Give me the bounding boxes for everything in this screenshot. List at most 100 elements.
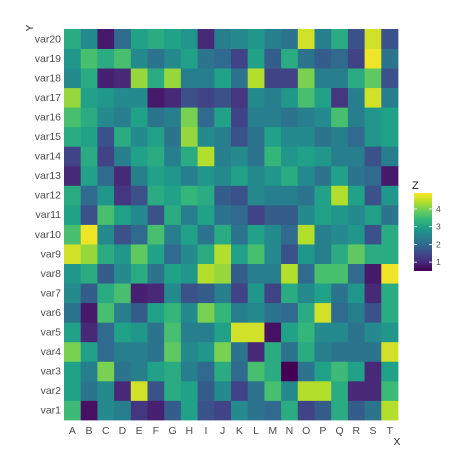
- heatmap-cell-M-var16: [264, 107, 282, 128]
- heatmap-cell-H-var6: [180, 302, 198, 323]
- heatmap-cell-L-var9: [247, 244, 265, 264]
- heatmap-cell-B-var10: [80, 224, 98, 245]
- heatmap-cell-E-var15: [130, 126, 148, 147]
- heatmap-cell-D-var15: [114, 126, 132, 147]
- heatmap-cell-F-var17: [147, 87, 165, 108]
- heatmap-cell-N-var14: [281, 146, 299, 167]
- heatmap-cell-F-var20: [147, 29, 165, 49]
- heatmap-cell-D-var3: [114, 361, 132, 382]
- y-tick-label-var9: var9: [41, 248, 62, 260]
- heatmap-cell-E-var14: [130, 146, 148, 167]
- heatmap-cell-E-var1: [130, 400, 148, 421]
- heatmap-cell-Q-var10: [331, 224, 349, 245]
- heatmap-cell-R-var2: [347, 380, 365, 401]
- heatmap-cell-T-var19: [381, 48, 399, 69]
- heatmap-cell-E-var9: [130, 244, 148, 264]
- heatmap-cell-G-var2: [164, 380, 182, 401]
- heatmap-cell-J-var9: [214, 244, 232, 264]
- heatmap-cell-G-var20: [164, 29, 182, 49]
- x-tick-label-N: N: [286, 425, 294, 437]
- heatmap-cell-S-var3: [364, 361, 382, 382]
- heatmap-cell-N-var18: [281, 68, 299, 89]
- heatmap-cell-C-var16: [97, 107, 115, 128]
- heatmap-cell-O-var7: [297, 283, 315, 304]
- heatmap-cell-M-var10: [264, 224, 282, 245]
- heatmap-cell-B-var12: [80, 185, 98, 206]
- heatmap-cell-S-var18: [364, 68, 382, 89]
- heatmap-cell-C-var9: [97, 244, 115, 264]
- legend-tick-label-2: 2: [436, 239, 441, 249]
- heatmap-cell-R-var20: [347, 29, 365, 49]
- heatmap-cell-K-var11: [231, 204, 249, 225]
- heatmap-cell-D-var10: [114, 224, 132, 245]
- x-tick-label-S: S: [369, 425, 376, 437]
- heatmap-cell-K-var13: [231, 165, 249, 186]
- heatmap-cell-M-var8: [264, 263, 282, 284]
- heatmap-cell-N-var11: [281, 204, 299, 225]
- heatmap-cell-T-var14: [381, 146, 399, 167]
- y-tick-label-var8: var8: [41, 268, 62, 280]
- heatmap-cell-O-var4: [297, 341, 315, 362]
- heatmap-cell-I-var19: [197, 48, 215, 69]
- x-tick-label-E: E: [136, 425, 143, 437]
- heatmap-cell-S-var5: [364, 322, 382, 343]
- heatmap-cell-B-var17: [80, 87, 98, 108]
- heatmap-cell-F-var2: [147, 380, 165, 401]
- y-tick-label-var4: var4: [41, 346, 62, 358]
- heatmap-cell-R-var3: [347, 361, 365, 382]
- heatmap-cell-O-var14: [297, 146, 315, 167]
- heatmap-cell-Q-var11: [331, 204, 349, 225]
- heatmap-cell-N-var7: [281, 283, 299, 304]
- heatmap-cell-G-var6: [164, 302, 182, 323]
- heatmap-cell-F-var18: [147, 68, 165, 89]
- heatmap-cell-D-var2: [114, 380, 132, 401]
- x-tick-label-G: G: [168, 425, 176, 437]
- heatmap-cell-B-var14: [80, 146, 98, 167]
- heatmap-cell-H-var9: [180, 244, 198, 264]
- heatmap-cell-J-var11: [214, 204, 232, 225]
- heatmap-cell-S-var6: [364, 302, 382, 323]
- heatmap-cell-H-var14: [180, 146, 198, 167]
- heatmap-cell-K-var18: [231, 68, 249, 89]
- x-tick-label-L: L: [253, 425, 259, 437]
- heatmap-cell-R-var10: [347, 224, 365, 245]
- heatmap-cell-Q-var8: [331, 263, 349, 284]
- heatmap-cell-H-var20: [180, 29, 198, 49]
- heatmap-cell-M-var18: [264, 68, 282, 89]
- y-tick-label-var3: var3: [41, 366, 62, 378]
- heatmap-cell-H-var12: [180, 185, 198, 206]
- heatmap-cell-T-var1: [381, 400, 399, 421]
- heatmap-cell-D-var4: [114, 341, 132, 362]
- heatmap-cell-D-var9: [114, 244, 132, 264]
- heatmap-cell-R-var6: [347, 302, 365, 323]
- y-tick-label-var15: var15: [35, 131, 61, 143]
- heatmap-cell-P-var17: [314, 87, 332, 108]
- heatmap-cell-F-var19: [147, 48, 165, 69]
- heatmap-cell-G-var19: [164, 48, 182, 69]
- heatmap-cell-Q-var17: [331, 87, 349, 108]
- heatmap-cell-D-var13: [114, 165, 132, 186]
- heatmap-cell-K-var4: [231, 341, 249, 362]
- heatmap-cell-I-var14: [197, 146, 215, 167]
- heatmap-cell-R-var15: [347, 126, 365, 147]
- heatmap-cell-M-var5: [264, 322, 282, 343]
- heatmap-cell-Q-var18: [331, 68, 349, 89]
- heatmap-cell-N-var1: [281, 400, 299, 421]
- heatmap-cell-B-var4: [80, 341, 98, 362]
- heatmap-cell-D-var12: [114, 185, 132, 206]
- heatmap-cell-S-var17: [364, 87, 382, 108]
- heatmap-cell-T-var5: [381, 322, 399, 343]
- heatmap-cell-E-var2: [130, 380, 148, 401]
- x-tick-label-H: H: [185, 425, 193, 437]
- heatmap-cell-E-var8: [130, 263, 148, 284]
- heatmap-cell-L-var11: [247, 204, 265, 225]
- heatmap-cell-Q-var4: [331, 341, 349, 362]
- heatmap-cell-R-var19: [347, 48, 365, 69]
- heatmap-cell-R-var5: [347, 322, 365, 343]
- heatmap-cell-C-var1: [97, 400, 115, 421]
- heatmap-cell-C-var8: [97, 263, 115, 284]
- x-tick-label-F: F: [153, 425, 159, 437]
- heatmap-cell-A-var3: [64, 361, 82, 382]
- heatmap-cell-Q-var20: [331, 29, 349, 49]
- heatmap-cell-O-var11: [297, 204, 315, 225]
